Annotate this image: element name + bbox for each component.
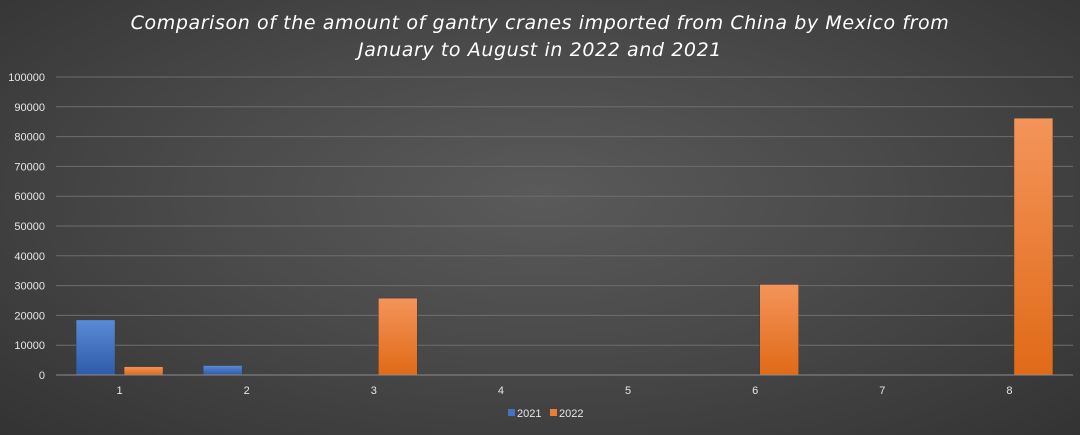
y-tick-label: 40000: [14, 251, 45, 263]
y-axis-ticks: 0 10000 20000 30000 40000 50000 60000 70000 8000…: [8, 72, 45, 382]
y-tick-label: 50000: [14, 221, 45, 233]
y-tick-label: 90000: [14, 102, 45, 114]
x-tick-label: 8: [1006, 385, 1012, 397]
y-tick-label: 60000: [14, 191, 45, 203]
gridlines: [56, 76, 1073, 346]
bars: [75, 117, 1054, 376]
y-tick-label: 10000: [14, 340, 45, 352]
x-tick-label: 5: [625, 385, 631, 397]
y-tick-label: 30000: [14, 281, 45, 293]
x-axis-ticks: 1 2 3 4 5 6 7 8: [117, 385, 1013, 397]
legend-swatch-2022: [550, 409, 557, 416]
bar-2022-8: [1013, 117, 1054, 376]
bar-2022-6: [759, 284, 799, 376]
bar-2022-3: [378, 297, 418, 376]
y-tick-label: 0: [39, 370, 45, 382]
legend: 2021 2022: [508, 408, 583, 420]
bar-2021-1: [75, 319, 116, 376]
y-tick-label: 80000: [14, 132, 45, 144]
bar-2022-1: [123, 366, 164, 376]
y-tick-label: 70000: [14, 161, 45, 173]
x-tick-label: 6: [752, 385, 758, 397]
legend-label-2021: 2021: [517, 408, 541, 420]
x-tick-label: 4: [498, 385, 504, 397]
chart-title-line-1: Comparison of the amount of gantry crane…: [131, 12, 950, 34]
legend-label-2022: 2022: [559, 408, 583, 420]
legend-swatch-2021: [508, 409, 515, 416]
x-tick-label: 3: [371, 385, 377, 397]
y-tick-label: 20000: [14, 310, 45, 322]
x-tick-label: 1: [117, 385, 123, 397]
bar-2021-2: [202, 365, 243, 376]
y-tick-label: 100000: [8, 72, 45, 84]
chart-title-line-2: January to August in 2022 and 2021: [354, 39, 722, 61]
x-tick-label: 2: [244, 385, 250, 397]
x-tick-label: 7: [879, 385, 885, 397]
chart-title: Comparison of the amount of gantry crane…: [131, 12, 950, 61]
